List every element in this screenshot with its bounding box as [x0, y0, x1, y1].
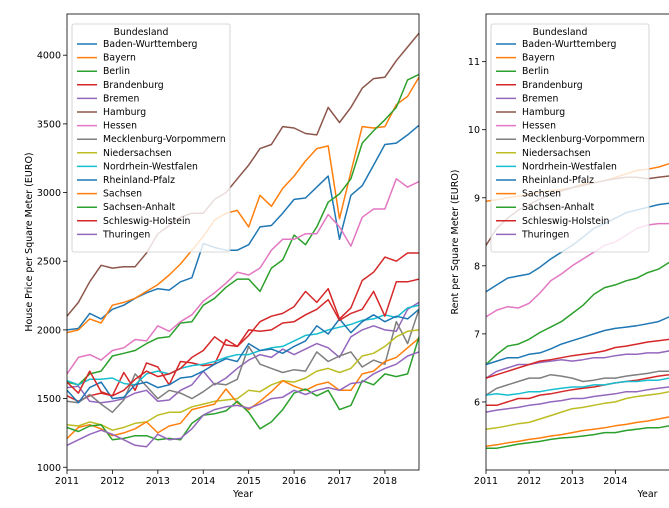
legend-entry: Rheinland-Pfalz	[103, 175, 175, 186]
series-line-mecklenburg-vorpommern	[486, 370, 669, 396]
series-line-bremen	[486, 350, 669, 379]
legend-entry: Niedersachsen	[103, 148, 172, 159]
series-line-baden-wurttemberg	[67, 124, 419, 331]
y-tick-label: 6	[474, 397, 480, 408]
legend-entry: Baden-Wurttemberg	[522, 39, 616, 50]
series-line-schleswig-holstein	[67, 278, 419, 397]
legend-entry: Hessen	[522, 121, 556, 132]
legend-entry: Nordrhein-Westfalen	[522, 161, 617, 172]
legend-entry: Sachsen	[103, 189, 142, 200]
legend-entry: Brandenburg	[522, 80, 583, 91]
x-tick-label: 2015	[237, 476, 261, 487]
x-tick-label: 2012	[100, 476, 124, 487]
series-line-sachsen-anhalt	[486, 425, 669, 449]
axes-frame	[485, 13, 669, 471]
legend-box	[490, 23, 650, 253]
legend-entry: Rheinland-Pfalz	[522, 175, 594, 186]
legend-entry: Bremen	[522, 93, 558, 104]
chart-panel-1: 2011 2012 2013 2014 2015 2016 2017 2018 1000 1500…	[24, 13, 420, 500]
x-tick-label: 2014	[603, 476, 627, 487]
series-line-nordrhein-westfalen	[67, 304, 419, 386]
legend-entry: Bayern	[522, 53, 555, 64]
legend-entry: Berlin	[103, 66, 130, 77]
axes-frame	[66, 13, 420, 471]
legend-entry: Bremen	[103, 93, 139, 104]
y-tick-label: 1500	[37, 394, 61, 405]
legend-entry: Sachsen-Anhalt	[522, 202, 595, 213]
y-tick-label: 7	[474, 329, 480, 340]
legend-entry: Hessen	[103, 121, 137, 132]
y-tick-label: 2500	[37, 257, 61, 268]
series-line-rheinland-pfalz	[67, 308, 419, 404]
legend-title: Bundesland	[533, 27, 588, 38]
legend-entry: Thuringen	[102, 229, 150, 240]
legend-entry: Nordrhein-Westfalen	[103, 161, 198, 172]
legend-entry: Sachsen	[522, 189, 561, 200]
legend-entry: Berlin	[522, 66, 549, 77]
y-tick-label: 10	[468, 125, 480, 136]
legend-entry: Hamburg	[522, 107, 565, 118]
x-tick-label: 2017	[327, 476, 351, 487]
x-tick-label: 2014	[191, 476, 215, 487]
legend-entry: Schleswig-Holstein	[103, 216, 191, 227]
y-tick-label: 9	[474, 193, 480, 204]
series-line-bayern	[67, 76, 419, 334]
chart-panel-2: 2011 2012 2013 2014 6 7 8 9 10 11 Year Rent per Squ…	[450, 13, 669, 500]
legend-entry: Sachsen-Anhalt	[103, 202, 176, 213]
y-tick-label: 4000	[37, 51, 61, 62]
y-axis-label: House Price per Square Meter (EURO)	[24, 152, 35, 331]
x-tick-label: 2018	[373, 476, 397, 487]
y-axis-label: Rent per Square Meter (EURO)	[450, 169, 461, 314]
series-line-schleswig-holstein	[486, 338, 669, 379]
y-tick-label: 3000	[37, 188, 61, 199]
series-line-nordrhein-westfalen	[486, 377, 669, 396]
legend-entry: Bayern	[103, 53, 136, 64]
legend-box	[71, 23, 231, 253]
series-line-rheinland-pfalz	[486, 316, 669, 366]
y-tick-label: 2000	[37, 325, 61, 336]
x-tick-label: 2011	[474, 476, 498, 487]
series-line-thuringen	[486, 386, 669, 413]
legend-entry: Niedersachsen	[522, 148, 591, 159]
series-line-hamburg	[67, 32, 419, 317]
legend-entry: Baden-Wurttemberg	[103, 39, 197, 50]
x-tick-label: 2011	[55, 476, 79, 487]
legend-entry: Mecklenburg-Vorpommern	[522, 134, 645, 145]
y-tick-label: 3500	[37, 119, 61, 130]
series-line-mecklenburg-vorpommern	[67, 309, 419, 414]
series-line-niedersachsen	[67, 329, 419, 431]
legend-entry: Thuringen	[521, 229, 569, 240]
legend-entry: Mecklenburg-Vorpommern	[103, 134, 226, 145]
legend-entry: Hamburg	[103, 107, 146, 118]
x-tick-label: 2016	[282, 476, 306, 487]
y-tick-label: 1000	[37, 463, 61, 474]
legend-title: Bundesland	[114, 27, 169, 38]
y-tick-label: 11	[468, 57, 480, 68]
series-line-berlin	[67, 73, 419, 386]
x-axis-label: Year	[232, 489, 253, 500]
series-line-thuringen	[67, 351, 419, 448]
series-line-brandenburg	[486, 373, 669, 407]
x-tick-label: 2012	[517, 476, 541, 487]
series-line-hessen	[67, 178, 419, 375]
x-axis-label: Year	[636, 489, 657, 500]
series-line-berlin	[486, 261, 669, 366]
series-line-niedersachsen	[486, 390, 669, 430]
series-line-sachsen	[486, 416, 669, 447]
x-tick-label: 2013	[146, 476, 170, 487]
series-line-brandenburg	[67, 252, 419, 403]
x-tick-label: 2013	[560, 476, 584, 487]
legend-entry: Schleswig-Holstein	[522, 216, 610, 227]
series-group	[67, 32, 419, 448]
legend-entry: Brandenburg	[103, 80, 164, 91]
y-tick-label: 8	[474, 261, 480, 272]
